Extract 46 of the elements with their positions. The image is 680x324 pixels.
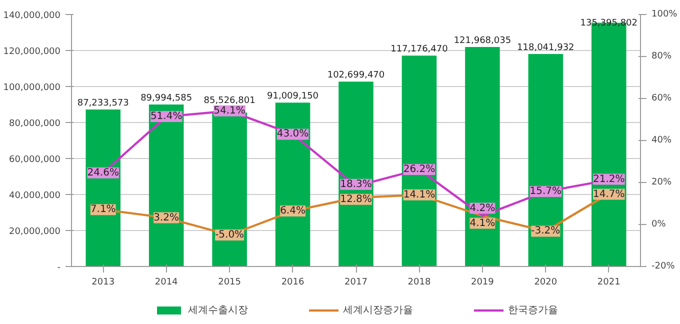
bar bbox=[212, 112, 247, 266]
data-label: 89,994,585 bbox=[140, 94, 192, 104]
y2-tick-label: 0% bbox=[652, 220, 666, 230]
bar bbox=[275, 102, 310, 266]
bar bbox=[402, 56, 437, 266]
x-tick-label: 2015 bbox=[218, 278, 242, 288]
legend-label: 세계시장증가율 bbox=[343, 304, 413, 317]
y-tick-label: 40,000,000 bbox=[8, 191, 61, 201]
y2-tick-label: 40% bbox=[652, 136, 672, 146]
y-tick-label: 100,000,000 bbox=[3, 83, 61, 93]
y-tick-label: 60,000,000 bbox=[8, 155, 61, 165]
data-label: 118,041,932 bbox=[517, 43, 574, 54]
bar bbox=[148, 104, 184, 266]
x-tick-label: 2016 bbox=[281, 278, 305, 288]
data-label: 121,968,035 bbox=[454, 36, 512, 46]
x-tick-label: 2019 bbox=[470, 278, 494, 288]
y2-tick-label: 80% bbox=[652, 52, 672, 62]
y-tick-label: 80,000,000 bbox=[8, 119, 61, 129]
x-tick-label: 2021 bbox=[597, 278, 620, 288]
bar bbox=[528, 54, 564, 266]
data-label: 4.2% bbox=[470, 202, 496, 214]
y-tick-label: 20,000,000 bbox=[8, 227, 61, 237]
x-tick-label: 2018 bbox=[408, 278, 431, 288]
y-tick-label: - bbox=[57, 263, 60, 273]
bar bbox=[338, 82, 374, 266]
data-label: 87,233,573 bbox=[77, 98, 129, 108]
data-label: 91,009,150 bbox=[267, 92, 319, 102]
bar bbox=[465, 46, 500, 266]
legend-label: 세계수출시장 bbox=[188, 304, 248, 317]
data-label: 12.8% bbox=[340, 194, 372, 205]
data-label: 117,176,470 bbox=[390, 44, 448, 55]
legend-label: 한국증가율 bbox=[508, 304, 558, 317]
data-label: 85,526,801 bbox=[204, 96, 256, 106]
x-tick-label: 2013 bbox=[92, 278, 115, 288]
y2-tick-label: 100% bbox=[652, 10, 678, 20]
y-tick-label: 140,000,000 bbox=[3, 11, 61, 21]
data-label: 102,699,470 bbox=[327, 70, 385, 81]
x-tick-label: 2020 bbox=[534, 278, 558, 288]
data-label: 18.3% bbox=[340, 178, 372, 190]
data-label: 4.1% bbox=[470, 218, 496, 229]
y2-tick-label: 60% bbox=[652, 94, 672, 104]
y2-tick-label: -20% bbox=[652, 262, 676, 272]
y2-tick-label: 20% bbox=[652, 178, 672, 188]
y-tick-label: 120,000,000 bbox=[3, 47, 61, 57]
x-tick-label: 2017 bbox=[344, 278, 368, 288]
x-tick-label: 2014 bbox=[154, 278, 178, 288]
